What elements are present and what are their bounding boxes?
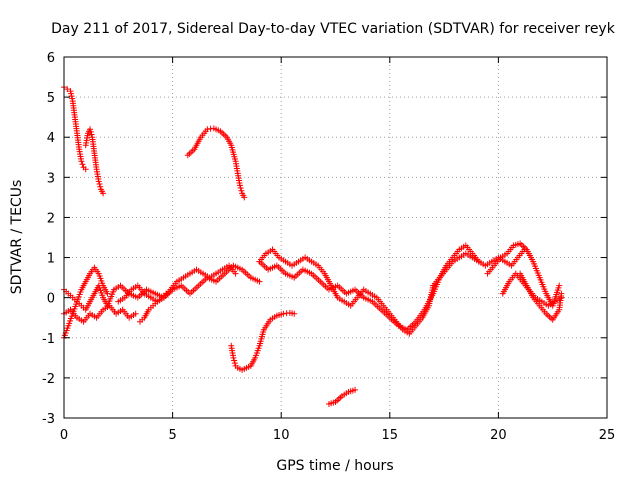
data-point bbox=[68, 93, 75, 100]
y-tick-label: -1 bbox=[42, 332, 55, 347]
data-point bbox=[291, 310, 298, 317]
data-point bbox=[256, 278, 263, 285]
y-tick-label: 3 bbox=[47, 171, 55, 186]
plot-frame bbox=[63, 56, 608, 419]
data-point bbox=[104, 290, 111, 297]
data-point bbox=[241, 194, 248, 201]
data-point bbox=[237, 185, 244, 192]
data-point bbox=[100, 190, 107, 197]
series-arc-3 bbox=[184, 125, 248, 201]
y-tick-label: 4 bbox=[47, 131, 55, 146]
data-point bbox=[67, 88, 74, 95]
data-point bbox=[69, 95, 76, 102]
x-tick-label: 0 bbox=[60, 428, 68, 443]
y-tick-label: -3 bbox=[42, 412, 55, 427]
data-point bbox=[236, 182, 243, 189]
series-arc-2 bbox=[82, 126, 107, 197]
axis-ticks: 0 5 10 15 20 25 -3 -2 -1 0 1 2 3 4 5 6 bbox=[42, 51, 615, 443]
data-marks bbox=[61, 84, 565, 407]
x-tick-label: 25 bbox=[599, 428, 616, 443]
series-arc-15 bbox=[228, 309, 298, 373]
x-tick-label: 10 bbox=[273, 428, 290, 443]
data-point bbox=[238, 187, 245, 194]
data-point bbox=[231, 360, 238, 367]
data-point bbox=[132, 310, 139, 317]
data-point bbox=[82, 166, 89, 173]
data-point bbox=[95, 178, 102, 185]
data-point bbox=[64, 86, 71, 93]
series-arc-7 bbox=[115, 262, 239, 305]
x-axis-label: GPS time / hours bbox=[276, 458, 393, 474]
y-axis-label: SDTVAR / TECUs bbox=[9, 180, 25, 295]
y-tick-label: 1 bbox=[47, 252, 55, 267]
data-point bbox=[96, 181, 103, 188]
grid-lines bbox=[64, 57, 607, 418]
x-tick-label: 5 bbox=[168, 428, 176, 443]
data-point bbox=[558, 294, 565, 301]
y-tick-label: 6 bbox=[47, 51, 55, 66]
data-point bbox=[556, 282, 563, 289]
series-arc-10 bbox=[256, 242, 482, 333]
series-arc-5 bbox=[61, 264, 111, 341]
y-tick-label: 5 bbox=[47, 91, 55, 106]
data-point bbox=[68, 90, 75, 97]
x-tick-label: 15 bbox=[382, 428, 399, 443]
data-point bbox=[231, 357, 238, 364]
chart-title: Day 211 of 2017, Sidereal Day-to-day VTE… bbox=[51, 21, 616, 37]
y-tick-label: 0 bbox=[47, 292, 55, 307]
data-point bbox=[88, 131, 95, 138]
data-point bbox=[232, 270, 239, 277]
data-point bbox=[87, 126, 94, 133]
series-arc-8 bbox=[137, 290, 170, 325]
data-point bbox=[230, 354, 237, 361]
y-tick-label: 2 bbox=[47, 211, 55, 226]
data-point bbox=[78, 158, 85, 165]
series-arc-14 bbox=[499, 270, 565, 309]
data-point bbox=[79, 161, 86, 168]
data-point bbox=[97, 183, 104, 190]
series-arc-1 bbox=[61, 84, 89, 173]
x-tick-label: 20 bbox=[490, 428, 507, 443]
series-arc-12 bbox=[484, 240, 563, 309]
series-arc-11 bbox=[430, 246, 528, 289]
y-tick-label: -2 bbox=[42, 372, 55, 387]
series-arc-16 bbox=[325, 386, 359, 407]
data-point bbox=[352, 386, 359, 393]
data-point bbox=[87, 128, 94, 135]
data-point bbox=[163, 290, 170, 297]
